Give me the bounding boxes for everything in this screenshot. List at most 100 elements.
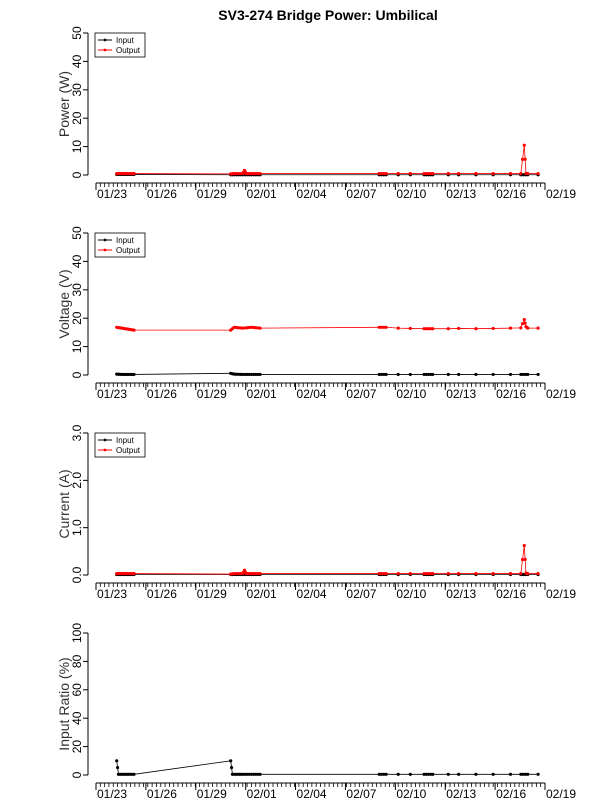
data-point — [247, 372, 251, 377]
data-point — [230, 572, 235, 576]
x-tick-label: 02/19 — [546, 787, 576, 800]
x-tick-label: 02/10 — [396, 387, 426, 401]
data-point — [382, 571, 386, 576]
data-point — [396, 571, 400, 576]
data-point — [508, 326, 513, 330]
data-point — [247, 772, 251, 776]
data-point — [491, 772, 495, 776]
x-tick-label: 02/13 — [446, 787, 476, 800]
x-tick-label: 01/26 — [147, 187, 177, 201]
data-point — [536, 326, 540, 330]
data-point — [230, 327, 235, 331]
x-tick-label: 02/10 — [396, 187, 426, 201]
data-point — [508, 372, 513, 377]
data-point — [491, 326, 495, 331]
x-tick-label: 02/07 — [346, 187, 376, 201]
y-tick-label: 20 — [70, 111, 84, 125]
data-point — [382, 372, 386, 377]
x-tick-label: 01/26 — [147, 587, 177, 601]
x-tick-label: 02/16 — [496, 587, 526, 601]
data-point — [523, 772, 528, 776]
data-point — [525, 325, 529, 330]
x-tick-label: 02/01 — [247, 187, 277, 201]
series-output — [115, 143, 540, 176]
x-tick-label: 02/04 — [297, 187, 327, 201]
data-point — [396, 372, 400, 377]
data-point — [536, 372, 540, 377]
data-point — [457, 571, 461, 576]
y-tick-label: 20 — [70, 740, 84, 754]
data-point — [256, 571, 260, 576]
data-point — [396, 772, 400, 776]
data-point — [491, 571, 495, 576]
data-point — [248, 171, 252, 176]
x-tick-label: 01/26 — [147, 387, 177, 401]
data-point — [519, 372, 523, 377]
data-point — [523, 157, 527, 161]
x-tick-label: 02/13 — [446, 587, 476, 601]
data-point — [377, 325, 381, 329]
data-point — [130, 171, 134, 176]
y-tick-label: 40 — [70, 254, 84, 268]
data-point — [130, 328, 134, 332]
legend-marker — [103, 248, 107, 252]
x-tick-label: 02/10 — [396, 787, 426, 800]
data-point — [491, 372, 495, 377]
series-line — [116, 318, 539, 331]
x-tick-label: 02/01 — [247, 587, 277, 601]
data-point — [519, 171, 523, 176]
data-point — [522, 143, 526, 147]
legend-marker — [103, 438, 107, 442]
data-point — [123, 571, 127, 576]
x-tick-label: 01/29 — [197, 787, 227, 800]
data-point — [457, 326, 461, 331]
data-point — [384, 325, 388, 329]
data-point — [536, 171, 540, 176]
data-point — [522, 318, 526, 322]
y-tick-label: 30 — [70, 283, 84, 297]
data-point — [115, 759, 119, 763]
y-axis-label: Voltage (V) — [56, 269, 72, 338]
legend-marker — [103, 38, 107, 42]
data-point — [408, 326, 412, 331]
data-point — [382, 171, 386, 176]
x-tick-label: 02/01 — [247, 787, 277, 800]
y-tick-label: 40 — [70, 54, 84, 68]
data-point — [239, 372, 243, 376]
data-point — [520, 322, 525, 326]
y-tick-label: 80 — [70, 654, 84, 668]
y-tick-label: 20 — [70, 311, 84, 325]
y-tick-label: 0 — [70, 371, 84, 378]
data-point — [428, 571, 433, 576]
data-point — [491, 171, 495, 176]
y-tick-label: 50 — [70, 26, 84, 40]
data-point — [127, 372, 131, 377]
data-point — [230, 372, 235, 376]
data-point — [446, 171, 450, 176]
data-point — [123, 372, 127, 377]
data-point — [382, 325, 386, 329]
data-point — [256, 372, 260, 377]
data-point — [229, 765, 234, 770]
x-tick-label: 01/23 — [97, 787, 127, 800]
data-point — [520, 558, 525, 562]
y-tick-label: 0 — [70, 771, 84, 778]
y-tick-label: 50 — [70, 226, 84, 240]
x-tick-label: 01/26 — [147, 787, 177, 800]
data-point — [377, 571, 381, 576]
data-point — [457, 772, 461, 776]
series-line — [116, 545, 539, 575]
data-point — [239, 171, 243, 176]
x-tick-label: 02/10 — [396, 587, 426, 601]
y-axis-label: Current (A) — [56, 469, 72, 538]
data-point — [248, 571, 252, 576]
x-tick-label: 02/19 — [546, 387, 576, 401]
legend-label: Input — [116, 236, 135, 245]
panel-1: 0 10 20 30 40 50 Power (W) 01/23 01/26 01/29 02/01… — [56, 26, 576, 201]
x-tick-label: 01/29 — [197, 387, 227, 401]
data-point — [377, 372, 381, 377]
legend-label: Output — [116, 446, 141, 455]
data-point — [525, 571, 529, 575]
